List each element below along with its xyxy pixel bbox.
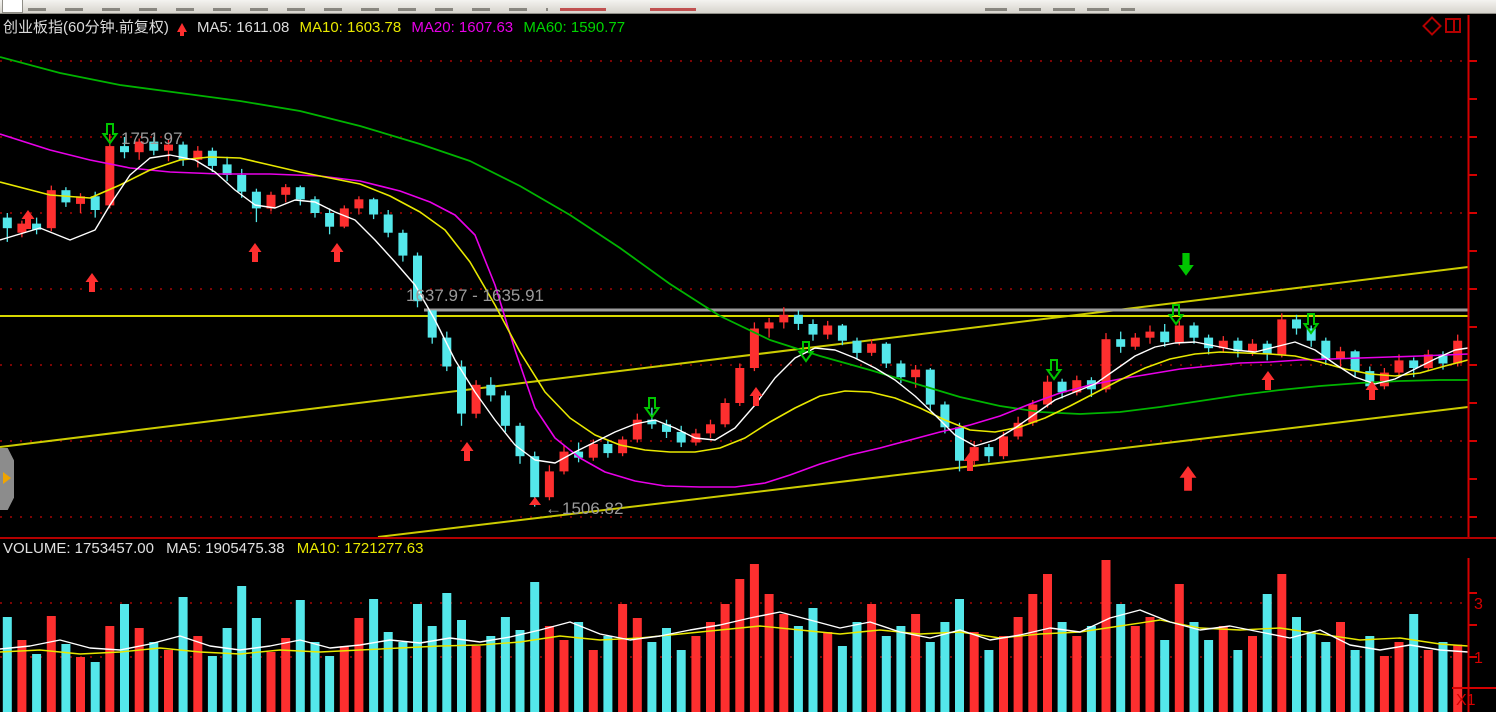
volume-ma10-label: MA10: 1721277.63 [296,540,424,557]
volume-chart[interactable]: 3 1 X1 [0,558,1496,712]
chart-corner-controls [1422,15,1461,36]
toolbar-white-button[interactable] [2,0,23,13]
svg-text:←1506.82: ←1506.82 [545,499,623,518]
svg-text:1: 1 [1474,650,1483,667]
volume-label: VOLUME: 1753457.00 [3,540,154,557]
left-panel-expander[interactable] [0,448,14,510]
svg-text:3: 3 [1474,596,1483,613]
toolbar-clipped-text-right [985,8,1135,11]
svg-text:1637.97 - 1635.91: 1637.97 - 1635.91 [406,286,544,305]
expander-arrow-icon [3,472,11,484]
diamond-icon[interactable] [1422,15,1442,36]
main-price-chart[interactable]: 1751.97 1637.97 - 1635.91 ←1506.82 [0,15,1496,538]
panel-separator[interactable] [0,537,1496,539]
svg-text:X1: X1 [1456,692,1476,709]
top-toolbar[interactable] [0,0,1496,14]
svg-text:1751.97: 1751.97 [121,129,182,148]
toolbar-clipped-text [28,8,548,11]
split-window-icon[interactable] [1445,18,1461,33]
volume-header: VOLUME: 1753457.00 MA5: 1905475.38 MA10:… [3,540,432,557]
toolbar-red-button-1[interactable] [560,8,606,11]
toolbar-red-button-2[interactable] [650,8,696,11]
volume-ma5-label: MA5: 1905475.38 [166,540,285,557]
